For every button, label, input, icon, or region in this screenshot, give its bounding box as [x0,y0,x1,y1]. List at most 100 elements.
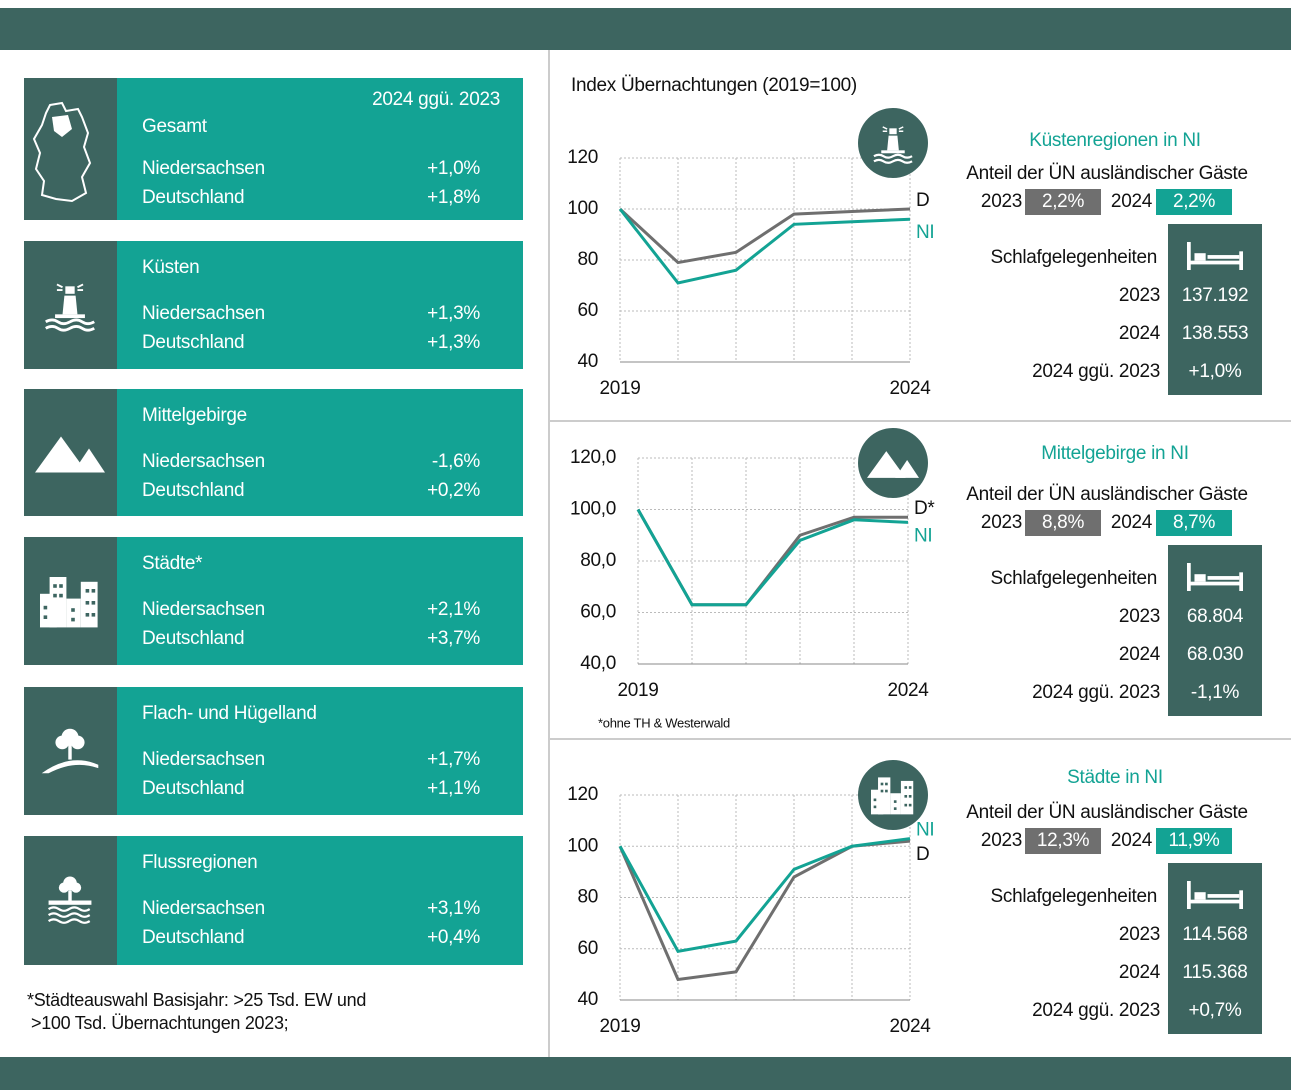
card-row-value: +0,4% [427,927,480,948]
card-row-value: +1,8% [427,187,480,208]
beds-row-label: 2023 [1119,924,1160,945]
y-tick-label: 40 [577,351,598,372]
card-row-value: +1,3% [427,303,480,324]
beds-box [1168,863,1262,1034]
card-row-label: Deutschland [142,187,244,208]
beds-row-value: +0,7% [1189,1000,1242,1021]
card-row-value: +1,3% [427,332,480,353]
card-row-value: +3,7% [427,628,480,649]
y-tick-label: 60 [577,300,598,321]
y-tick-label: 40,0 [580,653,616,674]
share-year: 2023 [981,830,1022,851]
share-box [1156,828,1232,854]
beds-row-label: 2024 [1119,323,1161,344]
series-line [618,207,911,265]
y-tick-label: 120 [567,147,598,168]
beds-row-label: 2024 [1119,962,1161,983]
y-tick-label: 80 [577,249,598,270]
card-row-value: +2,1% [427,599,480,620]
beds-row-value: -1,1% [1191,682,1240,703]
x-tick-label: 2019 [617,680,658,701]
x-tick-label: 2024 [889,1016,931,1037]
share-label: Anteil der ÜN ausländischer Gäste [966,163,1248,184]
card-icon-box [24,78,117,220]
beds-row-label: 2023 [1119,606,1160,627]
share-value: 2,2% [1042,191,1085,212]
card-body [117,241,523,369]
share-year: 2023 [981,191,1022,212]
share-value: 12,3% [1037,830,1090,851]
x-tick-label: 2019 [599,1016,640,1037]
card-body [117,687,523,815]
panel-title: Küstenregionen in NI [1029,130,1200,151]
share-year: 2024 [1111,830,1153,851]
card-title: Gesamt [142,116,208,137]
y-tick-label: 120 [567,784,598,805]
card-header: 2024 ggü. 2023 [372,89,500,110]
share-label: Anteil der ÜN ausländischer Gäste [966,802,1248,823]
x-tick-label: 2024 [887,680,929,701]
beds-label: Schlafgelegenheiten [991,568,1158,589]
chart-note: *ohne TH & Westerwald [598,715,730,730]
beds-row-label: 2024 [1119,644,1161,665]
card-row-label: Niedersachsen [142,749,265,770]
share-box [1025,828,1101,854]
share-value: 8,7% [1173,512,1216,533]
y-tick-label: 120,0 [570,447,616,468]
card-row-label: Deutschland [142,480,244,501]
series-label: NI [916,820,934,841]
beds-row-label: 2023 [1119,285,1160,306]
share-label: Anteil der ÜN ausländischer Gäste [966,484,1248,505]
beds-row-value: 115.368 [1182,962,1247,983]
panel-title: Städte in NI [1067,767,1163,788]
index-title: Index Übernachtungen (2019=100) [571,75,857,96]
y-tick-label: 100 [567,198,598,219]
card-row-label: Deutschland [142,927,244,948]
panel-title: Mittelgebirge in NI [1041,443,1188,464]
card-row-label: Niedersachsen [142,451,265,472]
card-title: Küsten [142,257,199,278]
share-box [1156,510,1232,536]
beds-label: Schlafgelegenheiten [991,886,1158,907]
series-label: NI [914,525,932,546]
beds-box [1168,224,1262,395]
beds-row-value: 138.553 [1182,323,1249,344]
card-title: Flach- und Hügelland [142,703,317,724]
card-body [117,537,523,665]
share-value: 11,9% [1169,830,1220,851]
card-title: Städte* [142,553,203,574]
beds-box [1168,545,1262,716]
card-row-label: Niedersachsen [142,303,265,324]
y-tick-label: 60,0 [580,602,616,623]
card-row-value: +3,1% [427,898,480,919]
footnote: *Städteauswahl Basisjahr: >25 Tsd. EW un… [27,990,366,1010]
beds-row-value: 68.804 [1187,606,1244,627]
share-value: 2,2% [1173,191,1216,212]
share-year: 2024 [1111,512,1153,533]
card-title: Mittelgebirge [142,405,247,426]
share-box [1156,189,1232,215]
series-label: D* [914,498,935,519]
series-label: D [916,844,929,865]
card-row-label: Deutschland [142,332,244,353]
share-year: 2024 [1111,191,1153,212]
card-row-value: +1,7% [427,749,480,770]
share-year: 2023 [981,512,1022,533]
footnote: >100 Tsd. Übernachtungen 2023; [31,1013,288,1033]
x-tick-label: 2019 [599,378,640,399]
beds-row-label: 2024 ggü. 2023 [1032,361,1160,382]
card-title: Flussregionen [142,852,257,873]
bottom-bar [0,1057,1291,1090]
beds-label: Schlafgelegenheiten [991,247,1158,268]
beds-row-value: 68.030 [1187,644,1243,665]
share-box [1025,189,1101,215]
y-tick-label: 100 [567,835,598,856]
x-tick-label: 2024 [889,378,931,399]
beds-row-label: 2024 ggü. 2023 [1032,1000,1160,1021]
card-row-label: Deutschland [142,778,244,799]
series-label: NI [916,222,934,243]
card-row-label: Niedersachsen [142,898,265,919]
card-row-value: +0,2% [427,480,480,501]
card-row-value: +1,1% [427,778,480,799]
